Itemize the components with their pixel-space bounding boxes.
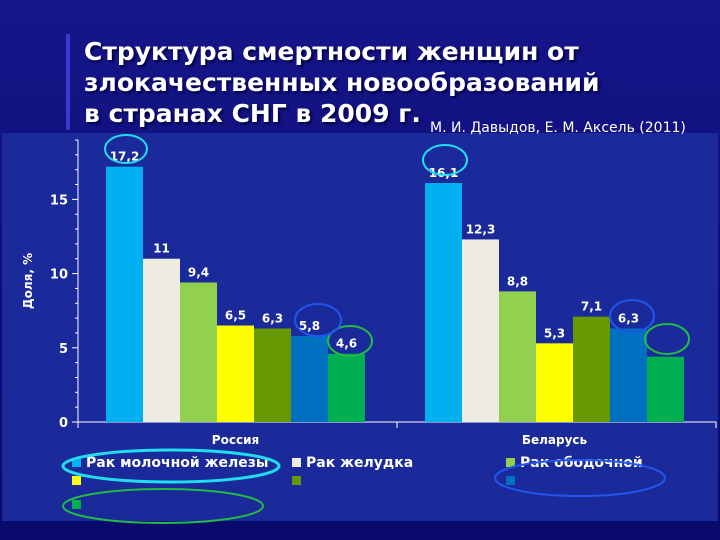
y-tick-label: 0: [59, 416, 68, 431]
y-tick-label: 10: [50, 268, 68, 283]
legend-swatch: [292, 458, 301, 467]
bar: [425, 183, 462, 422]
legend-swatch: [72, 458, 81, 467]
legend-swatch: [292, 476, 301, 485]
bar: [610, 328, 647, 422]
bar: [106, 166, 143, 422]
bar-value-label: 12,3: [466, 222, 496, 236]
bar: [573, 316, 610, 422]
bar: [217, 325, 254, 422]
bar-value-label: 11: [153, 242, 170, 256]
legend-swatch: [72, 476, 81, 485]
bar-value-label: 17,2: [110, 150, 140, 164]
bar-value-label: 5,3: [544, 326, 565, 340]
bar-value-label: 4,6: [336, 337, 357, 351]
legend-label: Рак молочной железы: [86, 455, 269, 471]
bar-value-label: 9,4: [188, 265, 209, 279]
bar-value-label: 7,1: [581, 300, 602, 314]
plot-area: 0 5 10 15 Доля, % 17,2 11 9,4 6,5 6,3 5,8 4,6 16,1 12…: [2, 133, 718, 524]
highlight-ellipse: [644, 323, 690, 355]
highlight-ellipse: [61, 448, 281, 484]
bar-value-label: 16,1: [429, 166, 459, 180]
bar-value-label: 6,5: [225, 309, 246, 323]
bar: [180, 282, 217, 422]
bar: [536, 343, 573, 422]
bar: [647, 356, 684, 422]
bar-value-label: 5,8: [299, 319, 320, 333]
highlight-ellipse: [294, 303, 342, 337]
legend-swatch: [506, 458, 515, 467]
x-tick-label: Беларусь: [522, 433, 588, 447]
title-accent-rule: [66, 34, 70, 130]
legend-label: Рак ободочной: [520, 455, 643, 471]
highlight-ellipse: [62, 488, 264, 524]
bar-value-label: 8,8: [507, 274, 528, 288]
highlight-ellipse: [104, 134, 148, 164]
source-citation: М. И. Давыдов, Е. М. Аксель (2011): [430, 120, 686, 136]
bar-value-label: 6,3: [618, 311, 639, 325]
bar: [462, 239, 499, 422]
y-axis-title: Доля, %: [21, 253, 35, 309]
bar-value-label: 6,3: [262, 311, 283, 325]
legend-label: Рак желудка: [306, 455, 413, 471]
bar: [254, 328, 291, 422]
highlight-ellipse: [609, 299, 655, 333]
y-tick-label: 5: [59, 342, 68, 357]
highlight-ellipse: [422, 144, 468, 176]
bar: [499, 291, 536, 422]
bar: [143, 258, 180, 422]
bar: [328, 353, 365, 422]
slide-title: Структура смертности женщин от злокачест…: [84, 37, 600, 128]
legend-swatch: [72, 500, 81, 509]
bar: [291, 335, 328, 422]
legend-swatch: [506, 476, 515, 485]
y-tick-label: 15: [50, 193, 68, 208]
x-tick-label: Россия: [212, 433, 259, 447]
highlight-ellipse: [327, 325, 373, 357]
highlight-ellipse: [494, 459, 666, 497]
